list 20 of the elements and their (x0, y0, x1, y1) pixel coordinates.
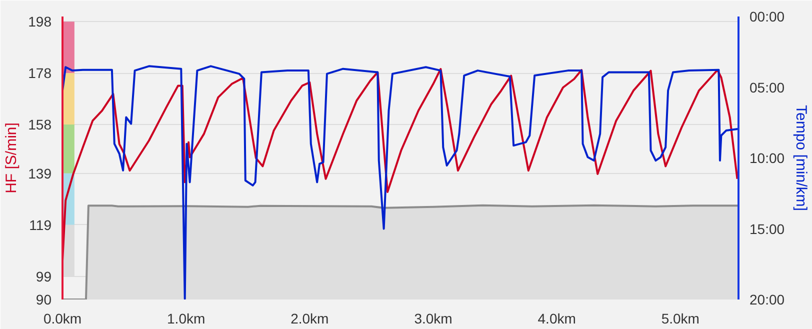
x-tick-label: 5.0km (661, 310, 700, 326)
y-tick-label: 90 (36, 292, 52, 308)
y2-tick-label: 20:00 (750, 292, 785, 308)
x-tick-label: 1.0km (167, 310, 206, 326)
x-tick-label: 3.0km (414, 310, 452, 326)
y-tick-label: 158 (28, 116, 52, 133)
y2-tick-label: 05:00 (750, 79, 785, 96)
x-tick-label: 0.0km (43, 310, 82, 326)
y-tick-label: 198 (28, 14, 52, 30)
x-tick-label: 4.0km (538, 310, 576, 326)
y2-tick-label: 15:00 (750, 220, 785, 237)
y2-tick-label: 10:00 (750, 150, 785, 166)
y2-tick-label: 00:00 (750, 8, 785, 24)
y-tick-label: 99 (36, 268, 52, 284)
y-tick-label: 119 (29, 216, 52, 233)
y-axis-title: HF [S/min] (3, 122, 20, 194)
y-tick-label: 139 (28, 165, 52, 182)
y-tick-label: 178 (28, 65, 52, 82)
x-tick-label: 2.0km (290, 310, 329, 326)
y2-axis-title: Tempo [min/km] (792, 105, 810, 211)
